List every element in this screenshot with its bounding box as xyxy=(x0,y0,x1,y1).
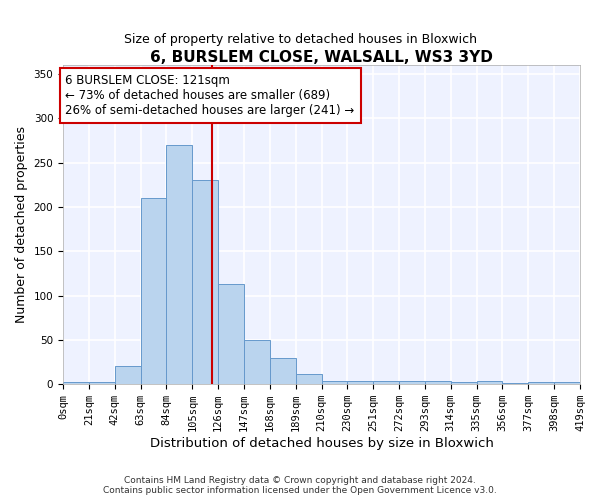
Bar xyxy=(425,380,451,384)
Bar xyxy=(554,382,580,384)
Text: 6 BURSLEM CLOSE: 121sqm
← 73% of detached houses are smaller (689)
26% of semi-d: 6 BURSLEM CLOSE: 121sqm ← 73% of detache… xyxy=(65,74,355,117)
Bar xyxy=(270,358,296,384)
Bar xyxy=(373,380,399,384)
Bar xyxy=(451,382,476,384)
Bar xyxy=(296,374,322,384)
X-axis label: Distribution of detached houses by size in Bloxwich: Distribution of detached houses by size … xyxy=(149,437,493,450)
Text: Size of property relative to detached houses in Bloxwich: Size of property relative to detached ho… xyxy=(124,32,476,46)
Bar xyxy=(322,380,347,384)
Bar xyxy=(347,380,373,384)
Bar xyxy=(399,380,425,384)
Bar xyxy=(166,145,192,384)
Bar xyxy=(476,380,502,384)
Bar xyxy=(529,382,554,384)
Bar xyxy=(63,382,89,384)
Bar xyxy=(192,180,218,384)
Text: Contains HM Land Registry data © Crown copyright and database right 2024.
Contai: Contains HM Land Registry data © Crown c… xyxy=(103,476,497,495)
Y-axis label: Number of detached properties: Number of detached properties xyxy=(15,126,28,323)
Bar xyxy=(89,382,115,384)
Title: 6, BURSLEM CLOSE, WALSALL, WS3 3YD: 6, BURSLEM CLOSE, WALSALL, WS3 3YD xyxy=(150,50,493,65)
Bar xyxy=(218,284,244,384)
Bar xyxy=(115,366,140,384)
Bar xyxy=(140,198,166,384)
Bar xyxy=(244,340,270,384)
